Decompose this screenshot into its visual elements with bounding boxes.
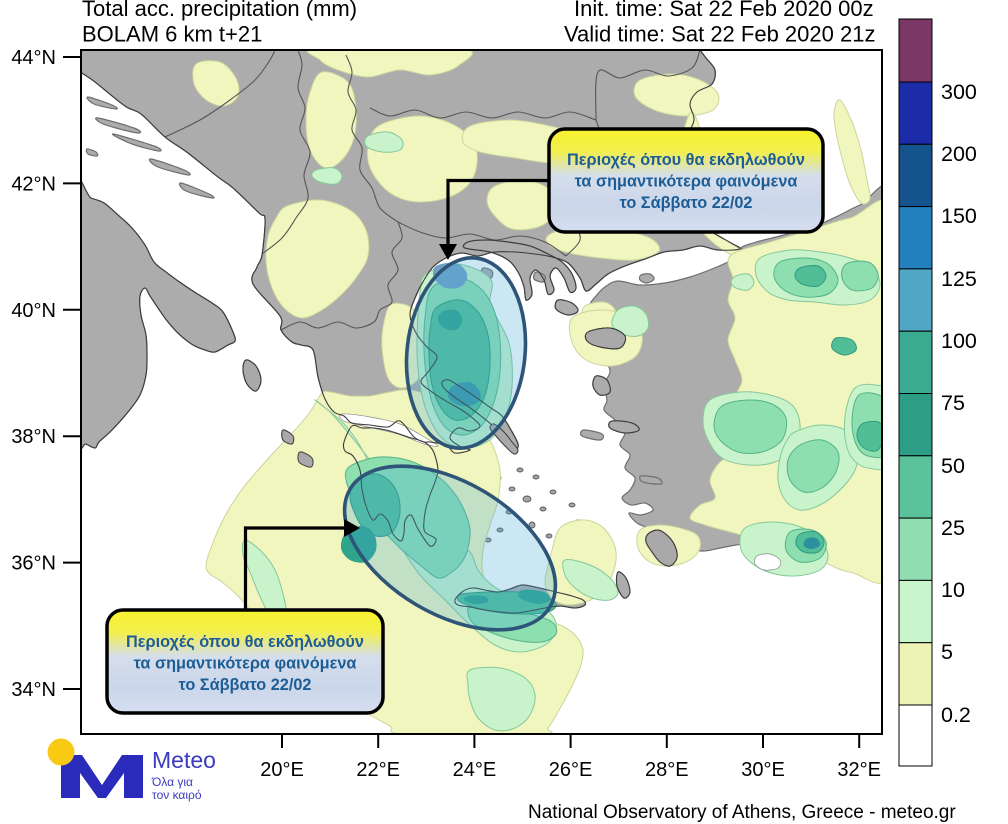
svg-text:36°N: 36°N <box>11 553 56 575</box>
svg-text:το Σάββατο 22/02: το Σάββατο 22/02 <box>179 676 312 694</box>
svg-text:100: 100 <box>941 329 977 353</box>
svg-text:25: 25 <box>941 516 965 540</box>
svg-text:τα σημαντικότερα φαινόμενα: τα σημαντικότερα φαινόμενα <box>575 173 798 191</box>
svg-text:τον καιρό: τον καιρό <box>152 788 202 802</box>
svg-text:22°E: 22°E <box>356 759 400 781</box>
svg-text:44°N: 44°N <box>11 47 56 69</box>
svg-text:38°N: 38°N <box>11 426 56 448</box>
svg-text:34°N: 34°N <box>11 679 56 701</box>
svg-text:BOLAM 6 km t+21: BOLAM 6 km t+21 <box>82 22 262 47</box>
svg-text:το Σάββατο 22/02: το Σάββατο 22/02 <box>620 194 753 212</box>
svg-text:5: 5 <box>941 640 953 664</box>
svg-text:75: 75 <box>941 391 965 415</box>
svg-text:Init. time: Sat 22 Feb 2020 00: Init. time: Sat 22 Feb 2020 00z <box>574 0 874 21</box>
svg-text:Περιοχές όπου θα εκδηλωθούν: Περιοχές όπου θα εκδηλωθούν <box>567 151 805 169</box>
svg-text:Valid time: Sat 22 Feb 2020 21: Valid time: Sat 22 Feb 2020 21z <box>564 22 875 47</box>
svg-text:Όλα για: Όλα για <box>151 775 193 789</box>
svg-text:Total acc. precipitation (mm): Total acc. precipitation (mm) <box>82 0 357 21</box>
svg-text:150: 150 <box>941 204 977 228</box>
svg-text:26°E: 26°E <box>549 759 593 781</box>
svg-text:32°E: 32°E <box>837 759 881 781</box>
svg-text:20°E: 20°E <box>260 759 304 781</box>
svg-text:τα σημαντικότερα φαινόμενα: τα σημαντικότερα φαινόμενα <box>134 655 357 673</box>
svg-text:28°E: 28°E <box>645 759 689 781</box>
svg-text:National Observatory of Athens: National Observatory of Athens, Greece -… <box>528 802 956 823</box>
svg-text:24°E: 24°E <box>453 759 497 781</box>
svg-text:30°E: 30°E <box>741 759 785 781</box>
svg-text:125: 125 <box>941 267 977 291</box>
svg-text:Περιοχές όπου θα εκδηλωθούν: Περιοχές όπου θα εκδηλωθούν <box>126 633 364 651</box>
svg-text:Meteo: Meteo <box>152 747 216 773</box>
svg-text:42°N: 42°N <box>11 173 56 195</box>
svg-text:0.2: 0.2 <box>941 703 971 727</box>
svg-text:10: 10 <box>941 578 965 602</box>
svg-text:200: 200 <box>941 142 977 166</box>
svg-text:40°N: 40°N <box>11 300 56 322</box>
svg-text:50: 50 <box>941 454 965 478</box>
svg-text:300: 300 <box>941 80 977 104</box>
